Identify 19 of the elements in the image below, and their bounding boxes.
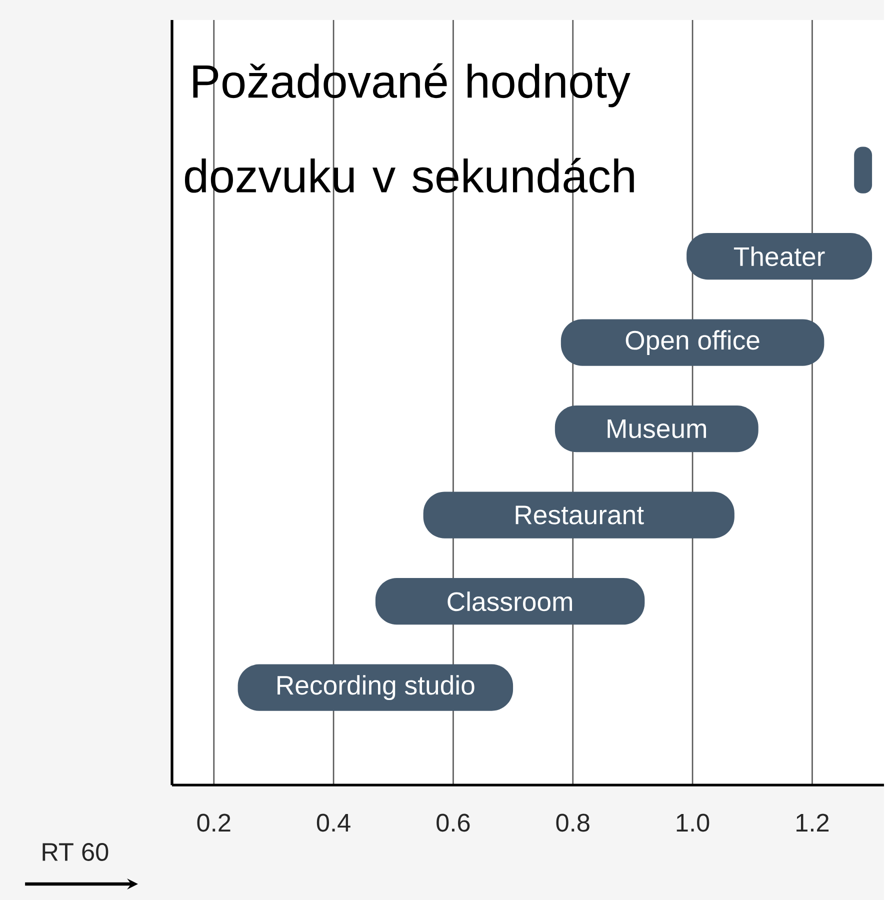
- y-tick-label: Classroom: [448, 592, 572, 612]
- x-tick-label: 1.2: [796, 814, 828, 832]
- y-tick-label: Open office: [626, 330, 760, 356]
- y-tick-label: Museum: [608, 420, 706, 438]
- x-axis-title: RT 60: [42, 843, 108, 861]
- bar: [560, 319, 824, 366]
- bar: [423, 492, 734, 538]
- y-tick-label: Restaurant: [516, 506, 644, 524]
- x-tick-label: 0.4: [316, 814, 350, 832]
- y-tick-label: Theater: [734, 246, 825, 266]
- x-tick-label: 0.8: [556, 814, 590, 832]
- y-tick-label: Recording studio: [277, 675, 474, 700]
- bar: [686, 233, 872, 280]
- x-tick-label: 0.2: [197, 814, 230, 832]
- x-tick-label: 1.0: [676, 814, 709, 832]
- x-tick-label: 0.6: [436, 814, 470, 832]
- bar: [554, 406, 758, 452]
- bar: [375, 578, 645, 625]
- bar: [238, 664, 513, 711]
